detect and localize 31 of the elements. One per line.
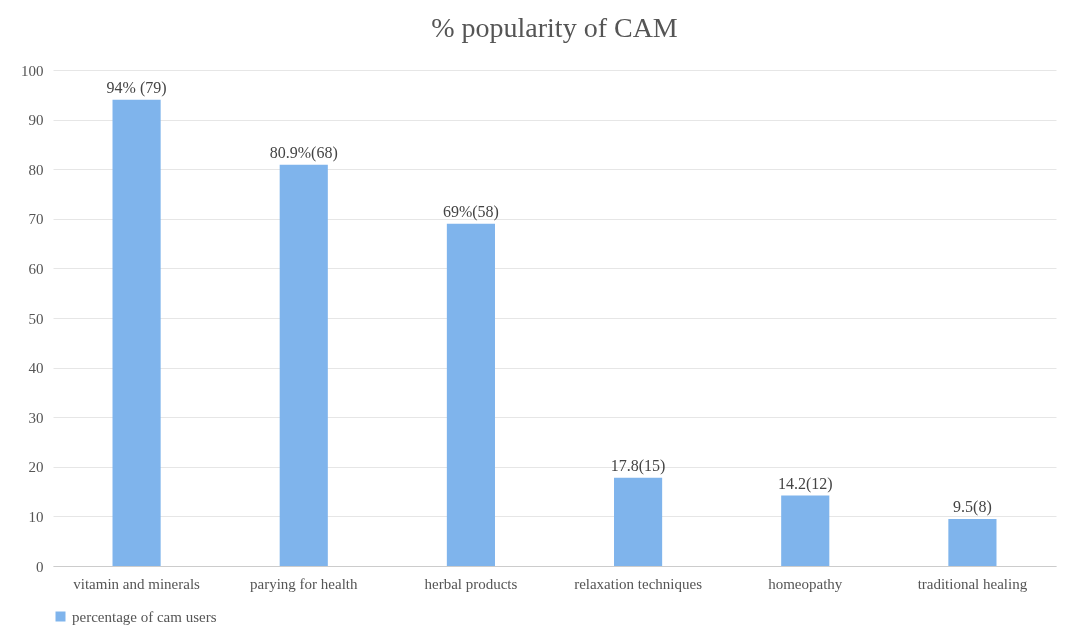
x-tick-label: traditional healing xyxy=(917,575,1028,592)
y-tick-label: 70 xyxy=(28,211,44,228)
bar xyxy=(446,223,495,566)
chart-title: % popularity of CAM xyxy=(431,12,678,43)
x-tick-label: vitamin and minerals xyxy=(73,575,201,592)
legend-label: percentage of cam users xyxy=(72,608,217,625)
y-tick-label: 40 xyxy=(28,360,44,377)
y-tick-label: 50 xyxy=(28,310,44,327)
x-tick-label: parying for health xyxy=(250,575,358,592)
data-label: 17.8(15) xyxy=(610,456,666,475)
data-label: 9.5(8) xyxy=(953,497,992,516)
y-tick-label: 90 xyxy=(28,112,44,129)
y-tick-label: 10 xyxy=(28,508,44,525)
y-tick-label: 60 xyxy=(28,260,44,277)
data-label: 69%(58) xyxy=(442,202,499,221)
y-tick-label: 0 xyxy=(36,558,44,575)
bar xyxy=(781,495,830,566)
x-tick-label: relaxation techniques xyxy=(574,575,703,592)
bar xyxy=(948,518,997,566)
bar xyxy=(279,164,328,566)
y-tick-label: 20 xyxy=(28,459,44,476)
x-tick-label: homeopathy xyxy=(768,575,843,592)
x-tick-label: herbal products xyxy=(424,575,518,592)
data-label: 80.9%(68) xyxy=(269,143,338,162)
data-label: 94% (79) xyxy=(106,78,167,97)
bar xyxy=(614,477,663,566)
bar xyxy=(112,99,161,566)
y-tick-label: 30 xyxy=(28,409,44,426)
y-tick-label: 80 xyxy=(28,161,44,178)
y-tick-label: 100 xyxy=(21,62,44,79)
data-label: 14.2(12) xyxy=(777,474,833,493)
